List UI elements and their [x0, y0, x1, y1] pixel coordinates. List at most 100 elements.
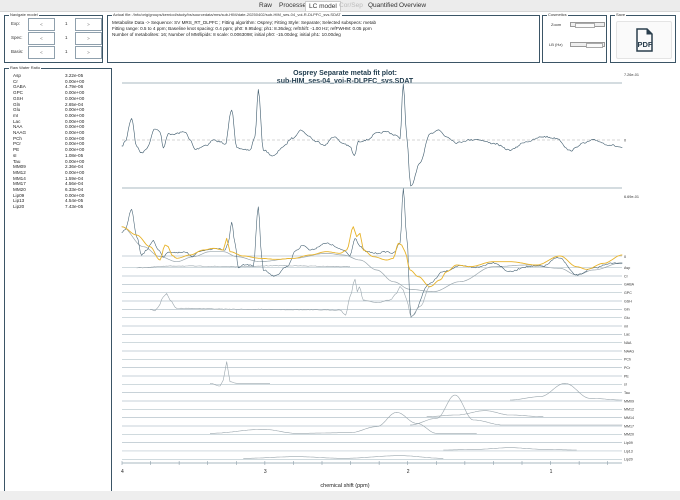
row-label-gpc: GPC: [624, 291, 632, 295]
lb-slider[interactable]: [570, 42, 605, 48]
tab-raw[interactable]: Raw: [259, 2, 273, 9]
row-label-mm09: MM09: [624, 399, 634, 403]
ratio-row: GABA 4.79e-06: [13, 84, 103, 89]
component-curve-gln: [149, 278, 431, 318]
ratio-value: 0.00e+00: [65, 147, 85, 153]
plot-title-line-1: Osprey Separate metab fit plot:: [293, 70, 397, 77]
cosmetics-panel: Cosmetics Zoom LB (Hz): [542, 12, 607, 63]
row-label-lip20: Lip20: [624, 458, 633, 462]
ratio-value: 1.59e-04: [65, 175, 84, 181]
plot-title-line-2: sub-HIM_ses-04_voi-R-DLPFC_svs.SDAT: [277, 78, 414, 85]
row-label-asp: Asp: [624, 266, 630, 270]
lb-label: LB (Hz): [549, 42, 563, 47]
row-label-tau: Tau: [624, 391, 630, 395]
row-label-mi: mI: [624, 324, 628, 328]
zoom-slider[interactable]: [570, 22, 605, 28]
component-curve-mm14: [426, 410, 544, 418]
ratio-value: 2.36e-04: [65, 164, 84, 170]
tab-processed[interactable]: Processed: [279, 2, 310, 9]
basis-value: 1: [65, 49, 68, 54]
status-strip: [0, 491, 680, 500]
lb-slider-thumb[interactable]: [585, 43, 603, 48]
spec-next-button[interactable]: >: [75, 32, 102, 45]
ratio-row: Gln 2.65e-04: [13, 102, 103, 107]
basis-label: Basis:: [11, 49, 24, 54]
ratio-metabolite-name: Lac: [13, 118, 21, 124]
ratio-row: NAAG 0.00e+00: [13, 130, 103, 135]
tab-quantified[interactable]: Quantified: [368, 2, 398, 9]
ratio-metabolite-name: Lip13: [13, 198, 25, 204]
spec-prev-button[interactable]: <: [28, 32, 55, 45]
row-label-pe: PE: [624, 374, 629, 378]
tab-lc-model[interactable]: LC model: [305, 1, 341, 11]
exp-label: Exp:: [11, 21, 21, 26]
ratio-row: sI 1.08e-05: [13, 153, 103, 158]
ratio-value: 0.00e+00: [65, 90, 85, 96]
ratio-row: MM17 4.56e-04: [13, 181, 103, 186]
ratio-row: PCh 0.00e+00: [13, 136, 103, 141]
ratio-value: 0.00e+00: [65, 169, 85, 175]
ratio-value: 0.00e+00: [65, 124, 85, 130]
save-pdf-button[interactable]: PDF: [616, 21, 672, 59]
spectrum-data-curve: [121, 188, 623, 318]
spectrum-zero-label: 0: [624, 255, 626, 259]
info-line-2: Fitting range: 0.5 to 4 ppm; Baseline kn…: [112, 26, 372, 31]
component-curve-mm17: [409, 394, 623, 426]
ratio-metabolite-name: Asp: [13, 73, 21, 78]
pdf-icon-text: PDF: [638, 40, 653, 49]
ratio-value: 0.00e+00: [65, 158, 85, 164]
ratio-metabolite-name: MM09: [13, 164, 26, 170]
component-curve-lip20: [243, 455, 444, 459]
row-label-mm14: MM14: [624, 416, 634, 420]
row-label-gaba: GABA: [624, 283, 635, 287]
ratio-metabolite-name: MM17: [13, 181, 26, 187]
ratio-row: Lip20 7.43e-05: [13, 204, 103, 209]
row-label-si: sI: [624, 383, 627, 387]
ratio-value: 0.00e+00: [65, 118, 85, 124]
cosmetics-title: Cosmetics: [547, 12, 568, 17]
ratio-value: 2.65e-04: [65, 101, 84, 107]
pdf-file-icon: PDF: [636, 28, 653, 52]
basis-next-button[interactable]: >: [75, 46, 102, 59]
row-label-gln: Gln: [624, 308, 630, 312]
save-panel: Save PDF: [610, 12, 676, 63]
component-curve-mm09: [510, 382, 623, 401]
ratio-value: 6.33e-04: [65, 187, 84, 192]
raw-water-ratio-panel: Raw Water Ratio Asp 3.22e-05 Cr 0.00e+00 GAB…: [4, 65, 112, 500]
baseline-curve: [121, 226, 623, 293]
x-tick-label: 2: [407, 469, 410, 475]
spectrum-max-label: 6.69e-01: [624, 195, 639, 199]
row-label-pch: PCh: [624, 358, 631, 362]
residual-max-label: 7.26e-01: [624, 73, 639, 77]
navigate-model-title: Navigate model: [9, 12, 39, 17]
row-label-naa: NAA: [624, 341, 632, 345]
row-label-cr: Cr: [624, 274, 629, 278]
ratio-metabolite-name: Glu: [13, 107, 21, 113]
ratio-value: 0.00e+00: [65, 95, 85, 101]
ratio-row: Asp 3.22e-05: [13, 73, 103, 78]
ratio-metabolite-name: Lip09: [13, 192, 25, 198]
ratio-metabolite-name: GPC: [13, 90, 23, 96]
ratio-metabolite-name: MM20: [13, 187, 26, 192]
ratio-value: 4.79e-06: [65, 84, 84, 90]
navigate-model-panel: Navigate model Exp: < 1 > Spec: < 1 > Ba…: [4, 12, 103, 63]
exp-next-button[interactable]: >: [75, 18, 102, 31]
exp-prev-button[interactable]: <: [28, 18, 55, 31]
raw-water-ratio-title: Raw Water Ratio: [9, 65, 42, 70]
basis-prev-button[interactable]: <: [28, 46, 55, 59]
zoom-slider-thumb[interactable]: [574, 23, 596, 28]
ratio-value: 0.00e+00: [65, 107, 85, 113]
ratio-metabolite-name: NAA: [13, 124, 23, 130]
actual-file-path: Actual file: /Info/orig/groups/kerniod/s…: [112, 12, 342, 17]
ratio-metabolite-name: PCr: [13, 141, 21, 147]
ratio-row: MM09 2.36e-04: [13, 164, 103, 169]
spec-value: 1: [65, 35, 68, 40]
ratio-row: Lac 0.00e+00: [13, 119, 103, 124]
ratio-metabolite-name: GABA: [13, 84, 26, 90]
tab-overview[interactable]: Overview: [399, 2, 427, 9]
ratio-value: 0.00e+00: [65, 135, 85, 141]
ratio-row: GPC 0.00e+00: [13, 90, 103, 95]
row-label-gsh: GSH: [624, 299, 632, 303]
ratio-value: 7.43e-05: [65, 204, 84, 210]
